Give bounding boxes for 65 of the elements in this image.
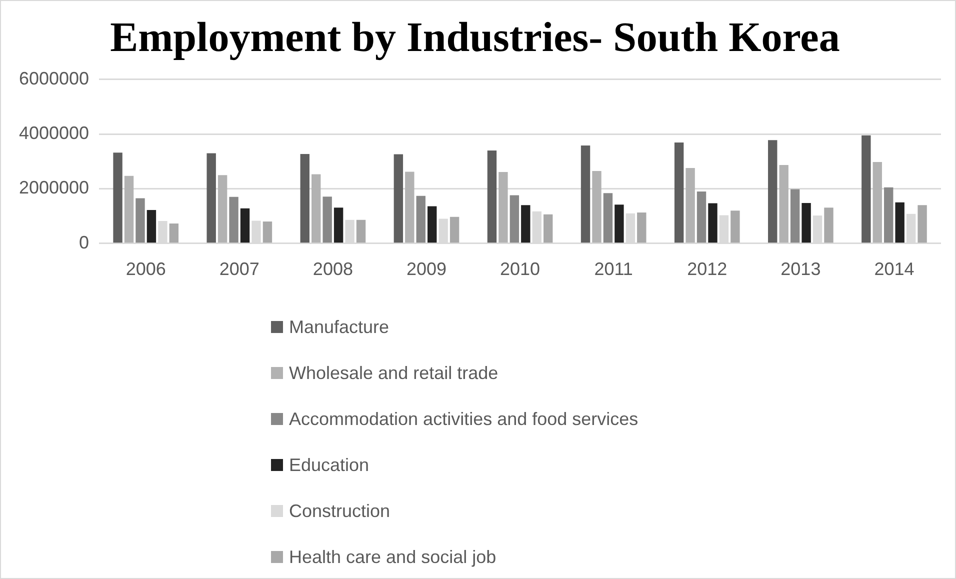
bar <box>510 195 520 243</box>
bar <box>113 152 122 243</box>
bar <box>356 220 366 243</box>
bar <box>824 208 834 243</box>
x-tick-label: 2011 <box>594 259 633 280</box>
bar <box>614 204 624 243</box>
y-tick-label: 4000000 <box>18 123 90 144</box>
bar <box>428 206 437 243</box>
bar <box>450 216 460 243</box>
bar <box>592 170 602 243</box>
bar <box>544 214 553 243</box>
bar <box>802 202 811 243</box>
bar <box>394 154 404 243</box>
bar <box>322 196 332 243</box>
chart-title: Employment by Industries- South Korea <box>110 15 840 62</box>
bar <box>686 168 695 243</box>
bar <box>136 198 145 243</box>
bar <box>405 172 414 243</box>
x-tick-label: 2008 <box>312 259 353 280</box>
bar <box>218 175 228 243</box>
bar <box>146 210 156 243</box>
legend-label: Manufacture <box>289 316 390 338</box>
bar <box>708 203 718 243</box>
bar <box>730 210 740 243</box>
x-tick-label: 2006 <box>126 259 166 280</box>
bar <box>603 193 613 243</box>
bar <box>300 154 310 243</box>
bar <box>768 140 778 243</box>
bar <box>416 196 426 243</box>
bar <box>312 174 321 243</box>
y-tick-label: 0 <box>79 232 90 252</box>
x-tick-label: 2012 <box>687 259 728 280</box>
x-tick-label: 2014 <box>874 259 914 280</box>
bar <box>240 208 250 243</box>
x-tick-label: 2009 <box>406 259 447 280</box>
y-tick-label: 6000000 <box>18 68 90 88</box>
x-tick-label: 2013 <box>780 259 821 280</box>
bar <box>521 205 530 243</box>
bar <box>229 196 238 243</box>
legend-label: Accommodation activities and food services <box>289 408 638 430</box>
bar <box>498 172 508 243</box>
x-tick-label: 2007 <box>219 259 260 280</box>
bar <box>918 205 927 243</box>
y-tick-label: 2000000 <box>18 178 90 198</box>
legend-label: Education <box>289 454 370 476</box>
bar <box>334 208 344 243</box>
bar <box>790 189 800 243</box>
bar <box>262 222 272 243</box>
bar <box>884 187 894 243</box>
bar <box>169 223 179 243</box>
bar <box>124 176 134 243</box>
bar <box>895 202 904 243</box>
bar <box>696 191 706 243</box>
bar <box>637 212 646 243</box>
bar <box>862 135 871 243</box>
bar <box>872 162 882 243</box>
bar <box>206 153 216 243</box>
bar <box>779 164 788 243</box>
legend-label: Health care and social job <box>289 546 496 568</box>
legend-label: Wholesale and retail trade <box>289 362 498 384</box>
legend-label: Construction <box>289 500 390 522</box>
bar <box>580 146 590 243</box>
x-tick-label: 2010 <box>500 259 540 280</box>
bar <box>487 150 497 243</box>
bar <box>674 142 684 243</box>
